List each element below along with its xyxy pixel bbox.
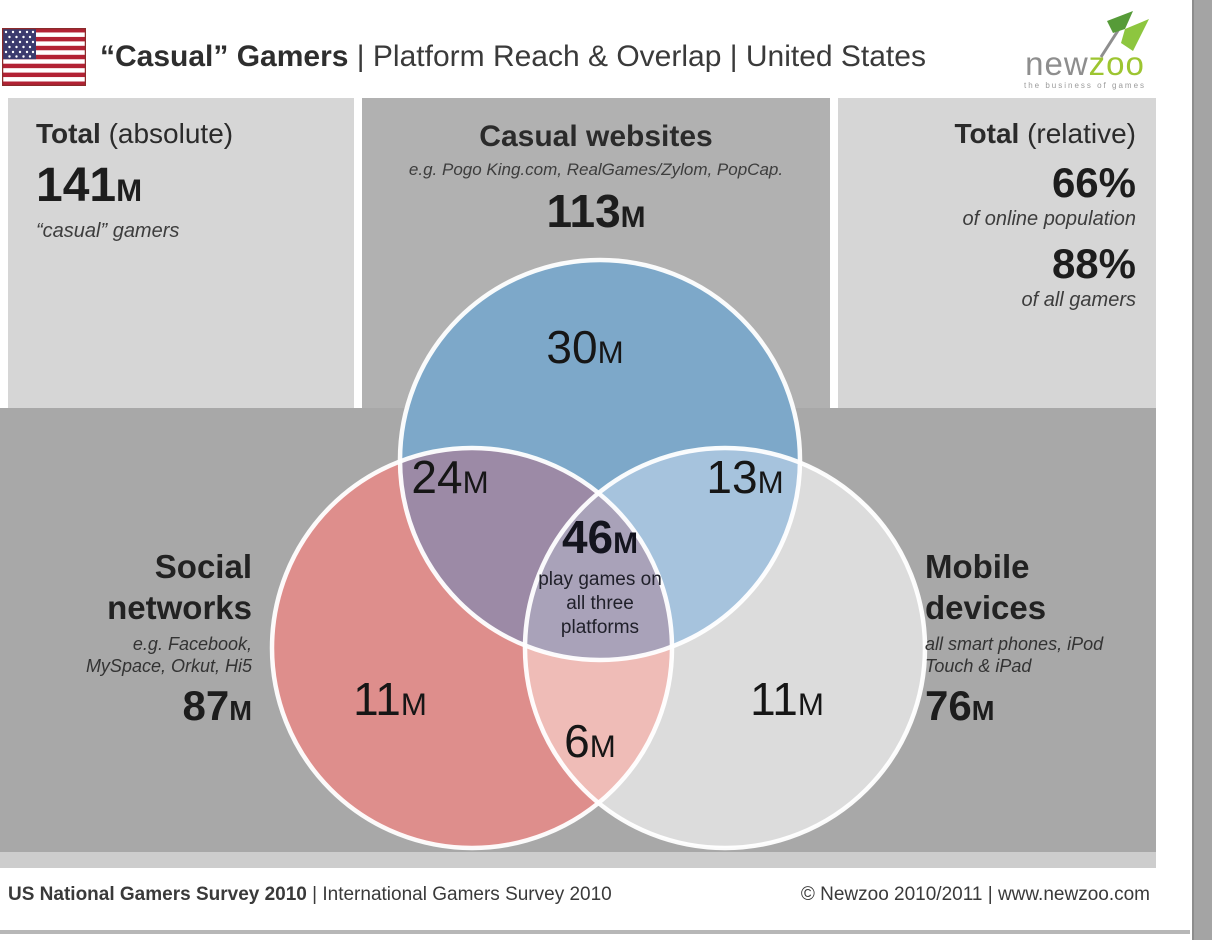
newzoo-wordmark: newzoo [1005,45,1165,83]
newzoo-wordmark-zoo: zoo [1088,45,1145,82]
social-mobile-value: 6M [510,714,670,768]
all-three-region-label: 46M play games on all three platforms [495,510,705,639]
newzoo-flag-icon [1099,11,1149,58]
social-mobile-number: 6 [564,715,590,767]
mobile-devices-label: Mobile devices all smart phones, iPod To… [925,546,1165,730]
total-relative-panel: Total (relative) 66% of online populatio… [846,118,1136,312]
total-absolute-unit: M [116,173,143,208]
all-three-number: 46 [561,511,614,563]
total-absolute-number: 141 [36,159,117,212]
total-absolute-panel: Total (absolute) 141M “casual” gamers [36,118,336,243]
social-networks-examples: e.g. Facebook, MySpace, Orkut, Hi5 [85,633,252,677]
total-absolute-title-rest: (absolute) [100,118,234,149]
mobile-devices-examples: all smart phones, iPod Touch & iPad [925,633,1104,677]
casual-websites-examples: e.g. Pogo King.com, RealGames/Zylom, Pop… [408,160,784,179]
total-relative-title-bold: Total [954,118,1020,149]
casual-websites-unit: M [620,201,646,234]
social-mobile-unit: M [589,729,616,764]
social-networks-total: 87M [40,682,252,730]
mobile-only-unit: M [797,687,824,722]
mobile-only-value: 11M [707,672,867,726]
websites-social-value: 24M [370,450,530,504]
websites-only-unit: M [597,335,624,370]
total-absolute-caption: “casual” gamers [36,220,180,242]
all-gamers-share-value: 88% [1051,240,1136,287]
newzoo-wordmark-new: new [1025,45,1089,82]
websites-mobile-unit: M [757,465,784,500]
websites-social-number: 24 [411,451,463,503]
websites-mobile-value: 13M [665,450,825,504]
footer-source: US National Gamers Survey 2010 | Interna… [8,884,612,906]
total-absolute-panel-bg [8,98,354,408]
websites-mobile-number: 13 [706,451,758,503]
casual-websites-value: 113M [362,184,830,238]
all-three-value: 46M [495,510,705,564]
casual-websites-panel: Casual websites e.g. Pogo King.com, Real… [362,120,830,238]
social-networks-name: Social networks [107,548,252,627]
footer-source-rest: | International Gamers Survey 2010 [306,884,612,905]
footer-divider-line [0,930,1190,934]
casual-websites-number: 113 [546,185,621,237]
mobile-devices-total: 76M [925,682,1165,730]
social-circle-outline [269,445,675,851]
newzoo-tagline: the business of games [1023,81,1147,90]
venn-diagram [269,260,928,851]
social-networks-label: Social networks e.g. Facebook, MySpace, … [40,546,252,730]
newzoo-logo: newzoo the business of games [1005,5,1165,95]
social-only-number: 11 [353,673,401,725]
social-networks-unit: M [229,694,252,726]
all-three-unit: M [613,527,639,560]
venn-band-bottom-strip [0,852,1156,868]
websites-only-value: 30M [505,320,665,374]
page-title-rest: | Platform Reach & Overlap | United Stat… [348,40,926,73]
footer-source-bold: US National Gamers Survey 2010 [8,884,307,905]
all-three-overlap [525,448,672,660]
websites-only-number: 30 [546,321,598,373]
mobile-only-number: 11 [750,673,798,725]
right-edge-strip [1192,0,1212,940]
total-relative-title-rest: (relative) [1019,118,1136,149]
total-absolute-title: Total (absolute) [36,118,336,150]
mobile-devices-number: 76 [925,681,972,729]
mobile-devices-unit: M [971,694,995,726]
websites-social-unit: M [462,465,489,500]
online-population-share-caption: of online population [962,208,1136,230]
social-only-unit: M [400,687,427,722]
all-three-caption: play games on all three platforms [538,569,662,638]
total-relative-panel-bg [838,98,1156,408]
online-population-share-value: 66% [1051,159,1136,206]
casual-websites-title: Casual websites [479,120,713,153]
page-title: “Casual” Gamers | Platform Reach & Overl… [100,40,926,74]
all-gamers-share-caption: of all gamers [1021,289,1137,311]
total-relative-title: Total (relative) [846,118,1136,150]
us-flag-icon [2,28,86,86]
social-networks-number: 87 [182,681,230,729]
footer-copyright: © Newzoo 2010/2011 | www.newzoo.com [800,884,1150,905]
mobile-circle-outline [522,445,928,851]
mobile-devices-name: Mobile devices [925,548,1047,627]
total-absolute-title-bold: Total [36,118,101,149]
total-absolute-value: 141M [36,162,336,210]
social-only-value: 11M [310,672,470,726]
page-title-bold: “Casual” Gamers [100,40,349,73]
